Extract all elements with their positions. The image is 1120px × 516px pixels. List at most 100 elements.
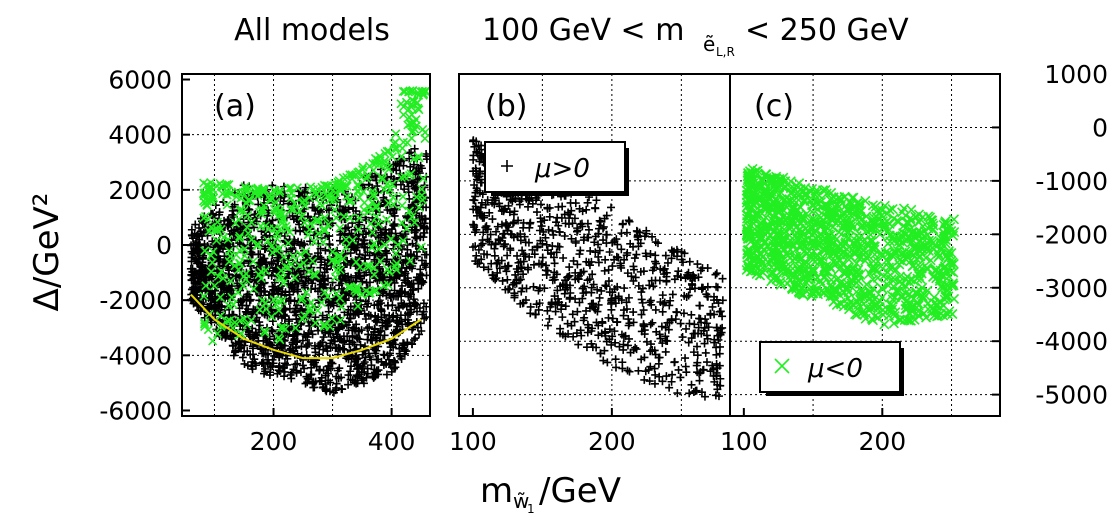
data-point: [405, 194, 414, 203]
data-point: [365, 278, 374, 287]
title-left: All models: [234, 13, 390, 48]
data-point: [718, 274, 727, 283]
data-point: [346, 314, 355, 323]
data-point: [658, 307, 667, 316]
data-point: [194, 240, 203, 249]
data-point: [543, 321, 552, 330]
x-axis-label-sub: w̃: [513, 489, 529, 513]
data-point: [342, 259, 351, 268]
data-point: [617, 245, 626, 254]
title-right-prefix: 100 GeV < m: [482, 13, 684, 48]
points-mu-negative: [741, 163, 960, 330]
data-point: [364, 299, 373, 308]
data-point: [362, 216, 371, 225]
y-tick-label: 1000: [1044, 60, 1108, 89]
data-point: [283, 354, 292, 363]
data-point: [379, 350, 388, 359]
data-point: [301, 183, 310, 192]
data-point: [672, 307, 681, 316]
data-point: [389, 164, 398, 173]
data-point: [407, 305, 416, 314]
y-tick-label: -4000: [1035, 327, 1108, 356]
data-point: [357, 368, 366, 377]
data-point: [305, 339, 314, 348]
data-point: [592, 196, 601, 205]
data-point: [304, 328, 313, 337]
data-point: [372, 318, 381, 327]
y-tick-label: 0: [156, 231, 172, 260]
data-point: [409, 178, 418, 187]
data-point: [598, 317, 607, 326]
data-point: [361, 255, 370, 264]
data-point: [229, 351, 238, 360]
data-point: [377, 307, 386, 316]
data-point: [397, 233, 406, 242]
data-point: [366, 311, 375, 320]
data-point: [405, 310, 414, 319]
data-point: [397, 281, 406, 290]
data-point: [355, 250, 364, 259]
data-point: [411, 299, 420, 308]
data-point: [944, 306, 955, 317]
data-point: [260, 245, 269, 254]
title-right-subsub: L,R: [716, 45, 735, 59]
data-point: [352, 371, 361, 380]
data-point: [503, 275, 512, 284]
data-point: [301, 379, 310, 388]
data-point: [359, 359, 368, 368]
data-point: [325, 240, 334, 249]
panel-label: (c): [754, 89, 794, 124]
data-point: [603, 358, 612, 367]
data-point: [259, 358, 268, 367]
data-point: [257, 227, 266, 236]
data-point: [712, 269, 721, 278]
data-point: [390, 211, 399, 220]
title-right-suffix: < 250 GeV: [745, 13, 909, 48]
data-point: [324, 274, 333, 283]
data-point: [300, 330, 309, 339]
data-point: [612, 318, 621, 327]
data-point: [661, 347, 670, 356]
data-point: [269, 286, 278, 295]
data-point: [420, 261, 429, 270]
data-point: [279, 310, 288, 319]
data-point: [674, 365, 683, 374]
data-point: [275, 284, 284, 293]
x-tick-label: 400: [368, 427, 416, 456]
data-point: [711, 270, 720, 279]
data-point: [359, 376, 368, 385]
data-point: [191, 220, 200, 229]
data-point: [346, 367, 355, 376]
data-point: [558, 313, 567, 322]
data-point: [526, 218, 535, 227]
data-point: [219, 258, 228, 267]
data-point: [290, 308, 299, 317]
legend-label: μ<0: [807, 354, 863, 384]
data-point: [417, 279, 426, 288]
x-axis-label-suffix: /GeV: [539, 471, 621, 511]
data-point: [413, 323, 422, 332]
data-point: [407, 250, 416, 259]
data-point: [650, 364, 659, 373]
data-point: [543, 266, 552, 275]
data-point: [670, 358, 679, 367]
data-point: [676, 319, 685, 328]
data-point: [611, 363, 620, 372]
y-tick-label: 0: [1092, 113, 1108, 142]
data-point: [363, 248, 372, 257]
data-point: [586, 246, 595, 255]
data-point: [228, 341, 237, 350]
data-point: [272, 234, 282, 244]
data-point: [651, 305, 660, 314]
x-axis-label: m w̃ 1 /GeV: [480, 471, 621, 516]
data-point: [346, 375, 355, 384]
panel-label: (b): [485, 89, 527, 124]
data-point: [303, 340, 312, 349]
data-point: [595, 246, 604, 255]
data-point: [208, 336, 218, 346]
panel-c: 100 20010000-1000-2000-3000-4000-5000(c)μ…: [720, 60, 1108, 456]
y-tick-label: -6000: [99, 396, 172, 425]
data-point: [405, 154, 414, 163]
data-point: [529, 282, 538, 291]
data-point: [379, 193, 388, 202]
